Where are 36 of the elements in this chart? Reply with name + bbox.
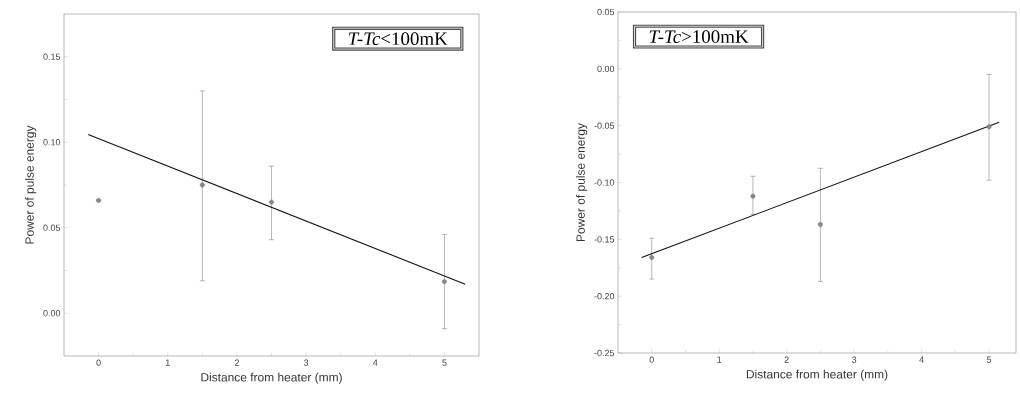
y-tick-label: 0.00 xyxy=(597,65,615,73)
y-tick-label: 0.00 xyxy=(43,310,61,317)
x-axis-title: Distance from heater (mm) xyxy=(746,369,888,381)
y-tick-label: -0.20 xyxy=(594,292,615,300)
x-tick-label: 0 xyxy=(649,356,654,363)
x-tick-label: 5 xyxy=(986,356,992,363)
y-tick-label: 0.15 xyxy=(43,53,61,60)
x-tick-label: 4 xyxy=(372,359,378,366)
x-tick-label: 3 xyxy=(303,359,309,366)
y-tick-label: -0.05 xyxy=(594,122,615,129)
y-tick-label: 0.05 xyxy=(43,224,61,231)
y-tick-label: 0.10 xyxy=(43,139,61,146)
y-axis-title: Power of pulse energy xyxy=(25,125,37,244)
point xyxy=(986,124,992,130)
y-tick-label: -0.10 xyxy=(594,179,615,186)
point xyxy=(817,222,823,227)
point xyxy=(750,193,756,199)
x-tick-label: 1 xyxy=(717,356,722,363)
x-tick-label: 2 xyxy=(234,359,239,366)
annotation: T-Tc>100mK xyxy=(649,30,749,44)
y-tick-label: -0.25 xyxy=(594,349,615,357)
point xyxy=(199,182,205,188)
x-tick-label: 4 xyxy=(919,356,924,363)
point xyxy=(269,199,274,205)
x-tick-label: 3 xyxy=(851,356,857,363)
x-tick-label: 5 xyxy=(442,359,447,366)
x-tick-label: 1 xyxy=(165,359,170,366)
x-axis-title: Distance from heater (mm) xyxy=(201,372,342,384)
y-tick-label: 0.05 xyxy=(597,8,615,16)
annotation: T-Tc<100mK xyxy=(348,32,448,46)
y-axis-title: Power of pulse energy xyxy=(576,123,588,241)
x-tick-label: 0 xyxy=(96,359,101,366)
point xyxy=(649,255,655,260)
point xyxy=(442,279,447,285)
x-tick-label: 2 xyxy=(784,356,789,363)
y-tick-label: -0.15 xyxy=(594,236,615,243)
